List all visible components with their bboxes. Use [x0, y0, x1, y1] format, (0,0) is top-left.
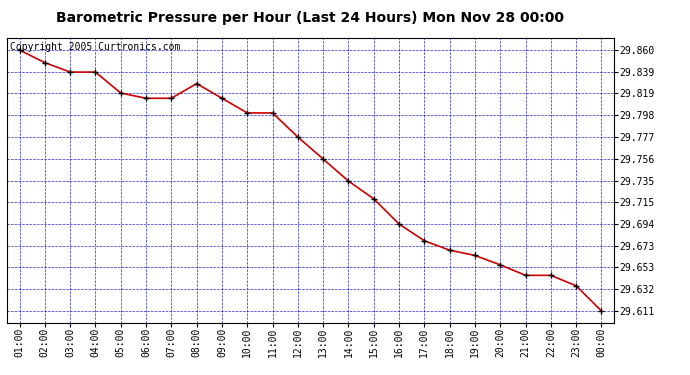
Text: Copyright 2005 Curtronics.com: Copyright 2005 Curtronics.com	[10, 42, 180, 52]
Text: Barometric Pressure per Hour (Last 24 Hours) Mon Nov 28 00:00: Barometric Pressure per Hour (Last 24 Ho…	[57, 11, 564, 25]
